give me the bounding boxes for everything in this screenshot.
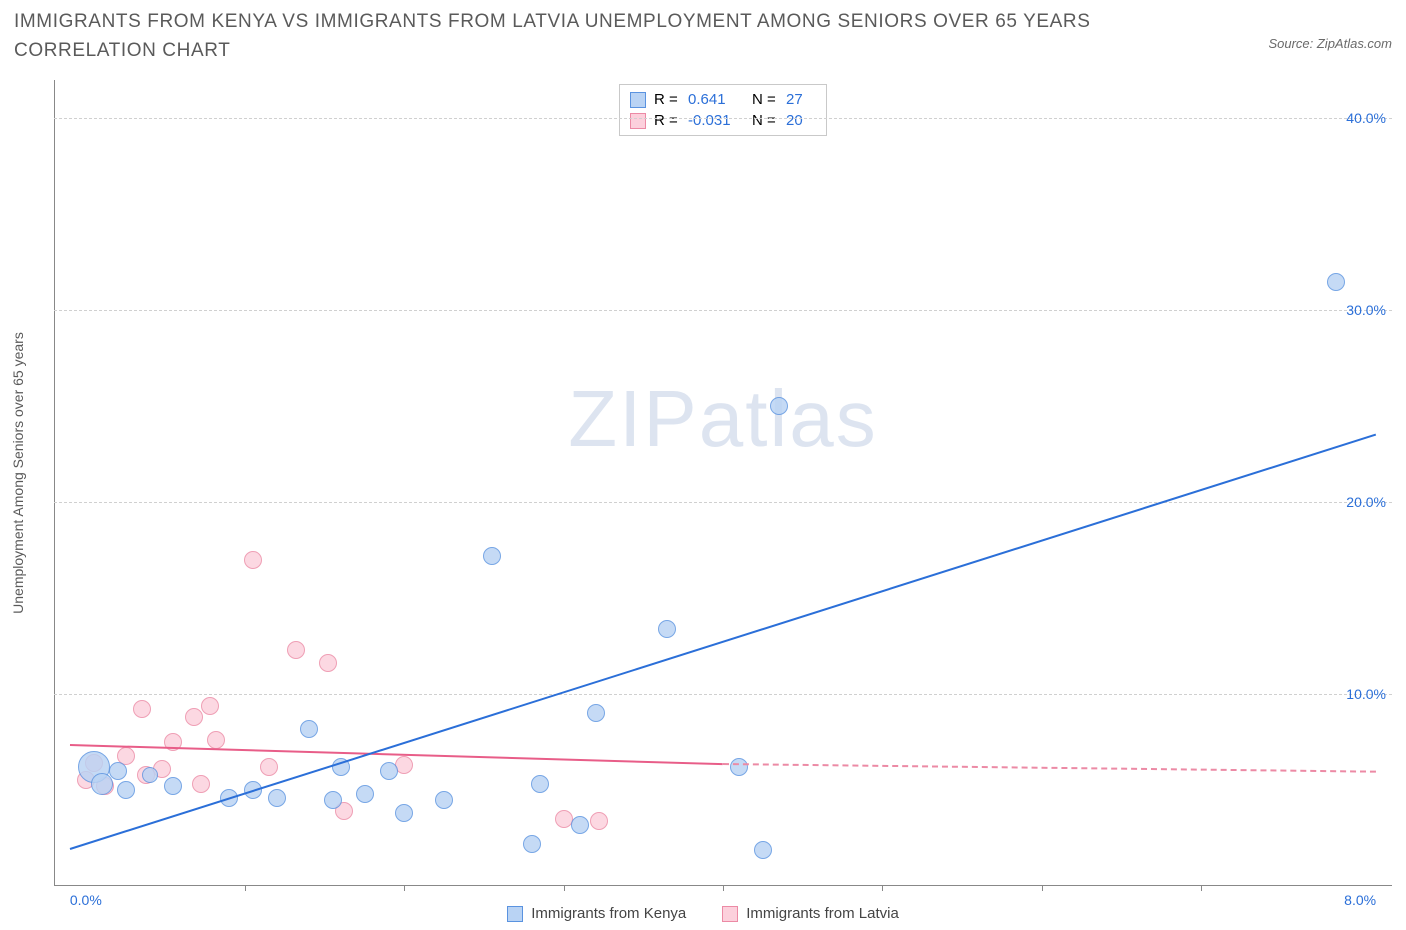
data-point-kenya [142, 767, 158, 783]
data-point-kenya [770, 397, 788, 415]
r-label: R = [654, 110, 684, 131]
data-point-latvia [244, 551, 262, 569]
n-label: N = [752, 110, 782, 131]
data-point-kenya [435, 791, 453, 809]
n-value-latvia: 20 [786, 110, 816, 131]
grid-line [54, 502, 1392, 503]
data-point-kenya [109, 762, 127, 780]
n-value-kenya: 27 [786, 89, 816, 110]
data-point-latvia [192, 775, 210, 793]
data-point-kenya [268, 789, 286, 807]
data-point-kenya [483, 547, 501, 565]
y-tick-label: 10.0% [1346, 686, 1386, 702]
y-tick-label: 30.0% [1346, 302, 1386, 318]
data-point-kenya [91, 773, 113, 795]
data-point-latvia [287, 641, 305, 659]
r-label: R = [654, 89, 684, 110]
y-tick-label: 20.0% [1346, 494, 1386, 510]
data-point-kenya [730, 758, 748, 776]
legend-item-kenya: Immigrants from Kenya [507, 905, 686, 922]
data-point-kenya [658, 620, 676, 638]
trend-line [70, 433, 1377, 849]
data-point-kenya [571, 816, 589, 834]
r-value-latvia: -0.031 [688, 110, 748, 131]
data-point-latvia [133, 700, 151, 718]
x-minor-tick [1042, 886, 1043, 891]
legend-item-latvia: Immigrants from Latvia [722, 905, 899, 922]
series-legend: Immigrants from Kenya Immigrants from La… [0, 905, 1406, 922]
r-value-kenya: 0.641 [688, 89, 748, 110]
data-point-kenya [356, 785, 374, 803]
x-minor-tick [245, 886, 246, 891]
data-point-kenya [1327, 273, 1345, 291]
data-point-kenya [324, 791, 342, 809]
source-prefix: Source: [1268, 36, 1316, 51]
swatch-latvia [722, 906, 738, 922]
grid-line [54, 694, 1392, 695]
swatch-latvia [630, 113, 646, 129]
data-point-kenya [523, 835, 541, 853]
data-point-latvia [319, 654, 337, 672]
data-point-kenya [395, 804, 413, 822]
data-point-kenya [300, 720, 318, 738]
data-point-kenya [531, 775, 549, 793]
data-point-latvia [207, 731, 225, 749]
watermark: ZIPatlas [568, 373, 877, 465]
source-attribution: Source: ZipAtlas.com [1268, 36, 1392, 51]
data-point-kenya [587, 704, 605, 722]
source-name: ZipAtlas.com [1317, 36, 1392, 51]
data-point-latvia [201, 697, 219, 715]
data-point-latvia [590, 812, 608, 830]
data-point-kenya [380, 762, 398, 780]
chart-title: IMMIGRANTS FROM KENYA VS IMMIGRANTS FROM… [14, 8, 1114, 65]
data-point-latvia [395, 756, 413, 774]
x-minor-tick [404, 886, 405, 891]
x-minor-tick [1201, 886, 1202, 891]
y-axis-line [54, 80, 55, 886]
swatch-kenya [507, 906, 523, 922]
y-tick-label: 40.0% [1346, 110, 1386, 126]
x-minor-tick [882, 886, 883, 891]
data-point-kenya [754, 841, 772, 859]
x-minor-tick [723, 886, 724, 891]
n-label: N = [752, 89, 782, 110]
grid-line [54, 118, 1392, 119]
grid-line [54, 310, 1392, 311]
data-point-kenya [164, 777, 182, 795]
swatch-kenya [630, 92, 646, 108]
chart-plot-area: ZIPatlas R = 0.641 N = 27 R = -0.031 N =… [54, 80, 1392, 886]
data-point-latvia [260, 758, 278, 776]
watermark-part2: atlas [699, 374, 878, 463]
legend-label-latvia: Immigrants from Latvia [746, 905, 899, 922]
x-minor-tick [564, 886, 565, 891]
trend-line-dashed [723, 763, 1376, 773]
legend-label-kenya: Immigrants from Kenya [531, 905, 686, 922]
watermark-part1: ZIP [568, 374, 698, 463]
y-axis-label: Unemployment Among Seniors over 65 years [10, 332, 26, 614]
data-point-kenya [117, 781, 135, 799]
corr-row-kenya: R = 0.641 N = 27 [630, 89, 816, 110]
correlation-legend: R = 0.641 N = 27 R = -0.031 N = 20 [619, 84, 827, 136]
corr-row-latvia: R = -0.031 N = 20 [630, 110, 816, 131]
data-point-latvia [185, 708, 203, 726]
